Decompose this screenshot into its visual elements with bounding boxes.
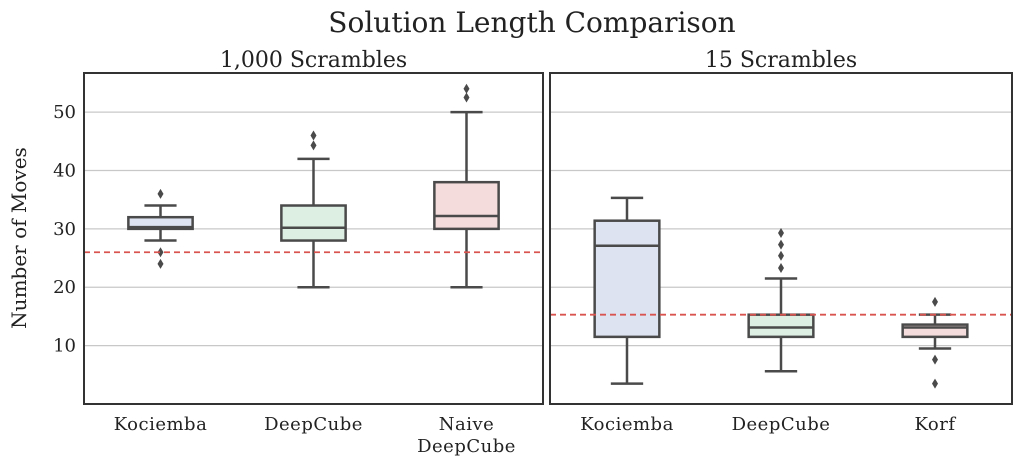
box bbox=[433, 180, 500, 231]
x-tick-label: DeepCube bbox=[731, 414, 831, 435]
chart-title: Solution Length Comparison bbox=[328, 6, 735, 39]
flier bbox=[778, 250, 784, 261]
panel-subtitle: 15 Scrambles bbox=[705, 48, 857, 73]
flier bbox=[463, 92, 470, 103]
flier bbox=[778, 239, 784, 250]
panel-frame bbox=[549, 72, 1013, 405]
x-tick-label: Naive DeepCube bbox=[417, 414, 516, 457]
y-tick-label: 50 bbox=[53, 102, 76, 123]
box bbox=[280, 204, 347, 242]
flier bbox=[310, 130, 317, 141]
flier bbox=[932, 354, 938, 365]
panel-frame bbox=[83, 72, 544, 405]
flier bbox=[778, 227, 784, 238]
flier bbox=[932, 378, 938, 389]
y-axis-label: Number of Moves bbox=[7, 147, 31, 329]
y-tick-label: 40 bbox=[53, 160, 76, 181]
x-tick-label: Korf bbox=[914, 414, 956, 435]
x-tick-label: Kociemba bbox=[580, 414, 674, 435]
x-tick-label: DeepCube bbox=[264, 414, 363, 435]
flier bbox=[932, 296, 938, 307]
flier bbox=[310, 140, 317, 151]
box bbox=[127, 215, 194, 231]
flier bbox=[157, 258, 164, 269]
flier bbox=[157, 247, 164, 258]
y-tick-label: 20 bbox=[53, 277, 76, 298]
flier bbox=[463, 83, 470, 94]
flier bbox=[778, 262, 784, 273]
flier bbox=[157, 188, 164, 199]
box bbox=[747, 313, 815, 339]
panel-subtitle: 1,000 Scrambles bbox=[220, 48, 407, 73]
y-tick-label: 30 bbox=[53, 219, 76, 240]
x-tick-label: Kociemba bbox=[113, 414, 208, 435]
y-tick-label: 10 bbox=[53, 336, 76, 357]
box bbox=[593, 219, 661, 339]
